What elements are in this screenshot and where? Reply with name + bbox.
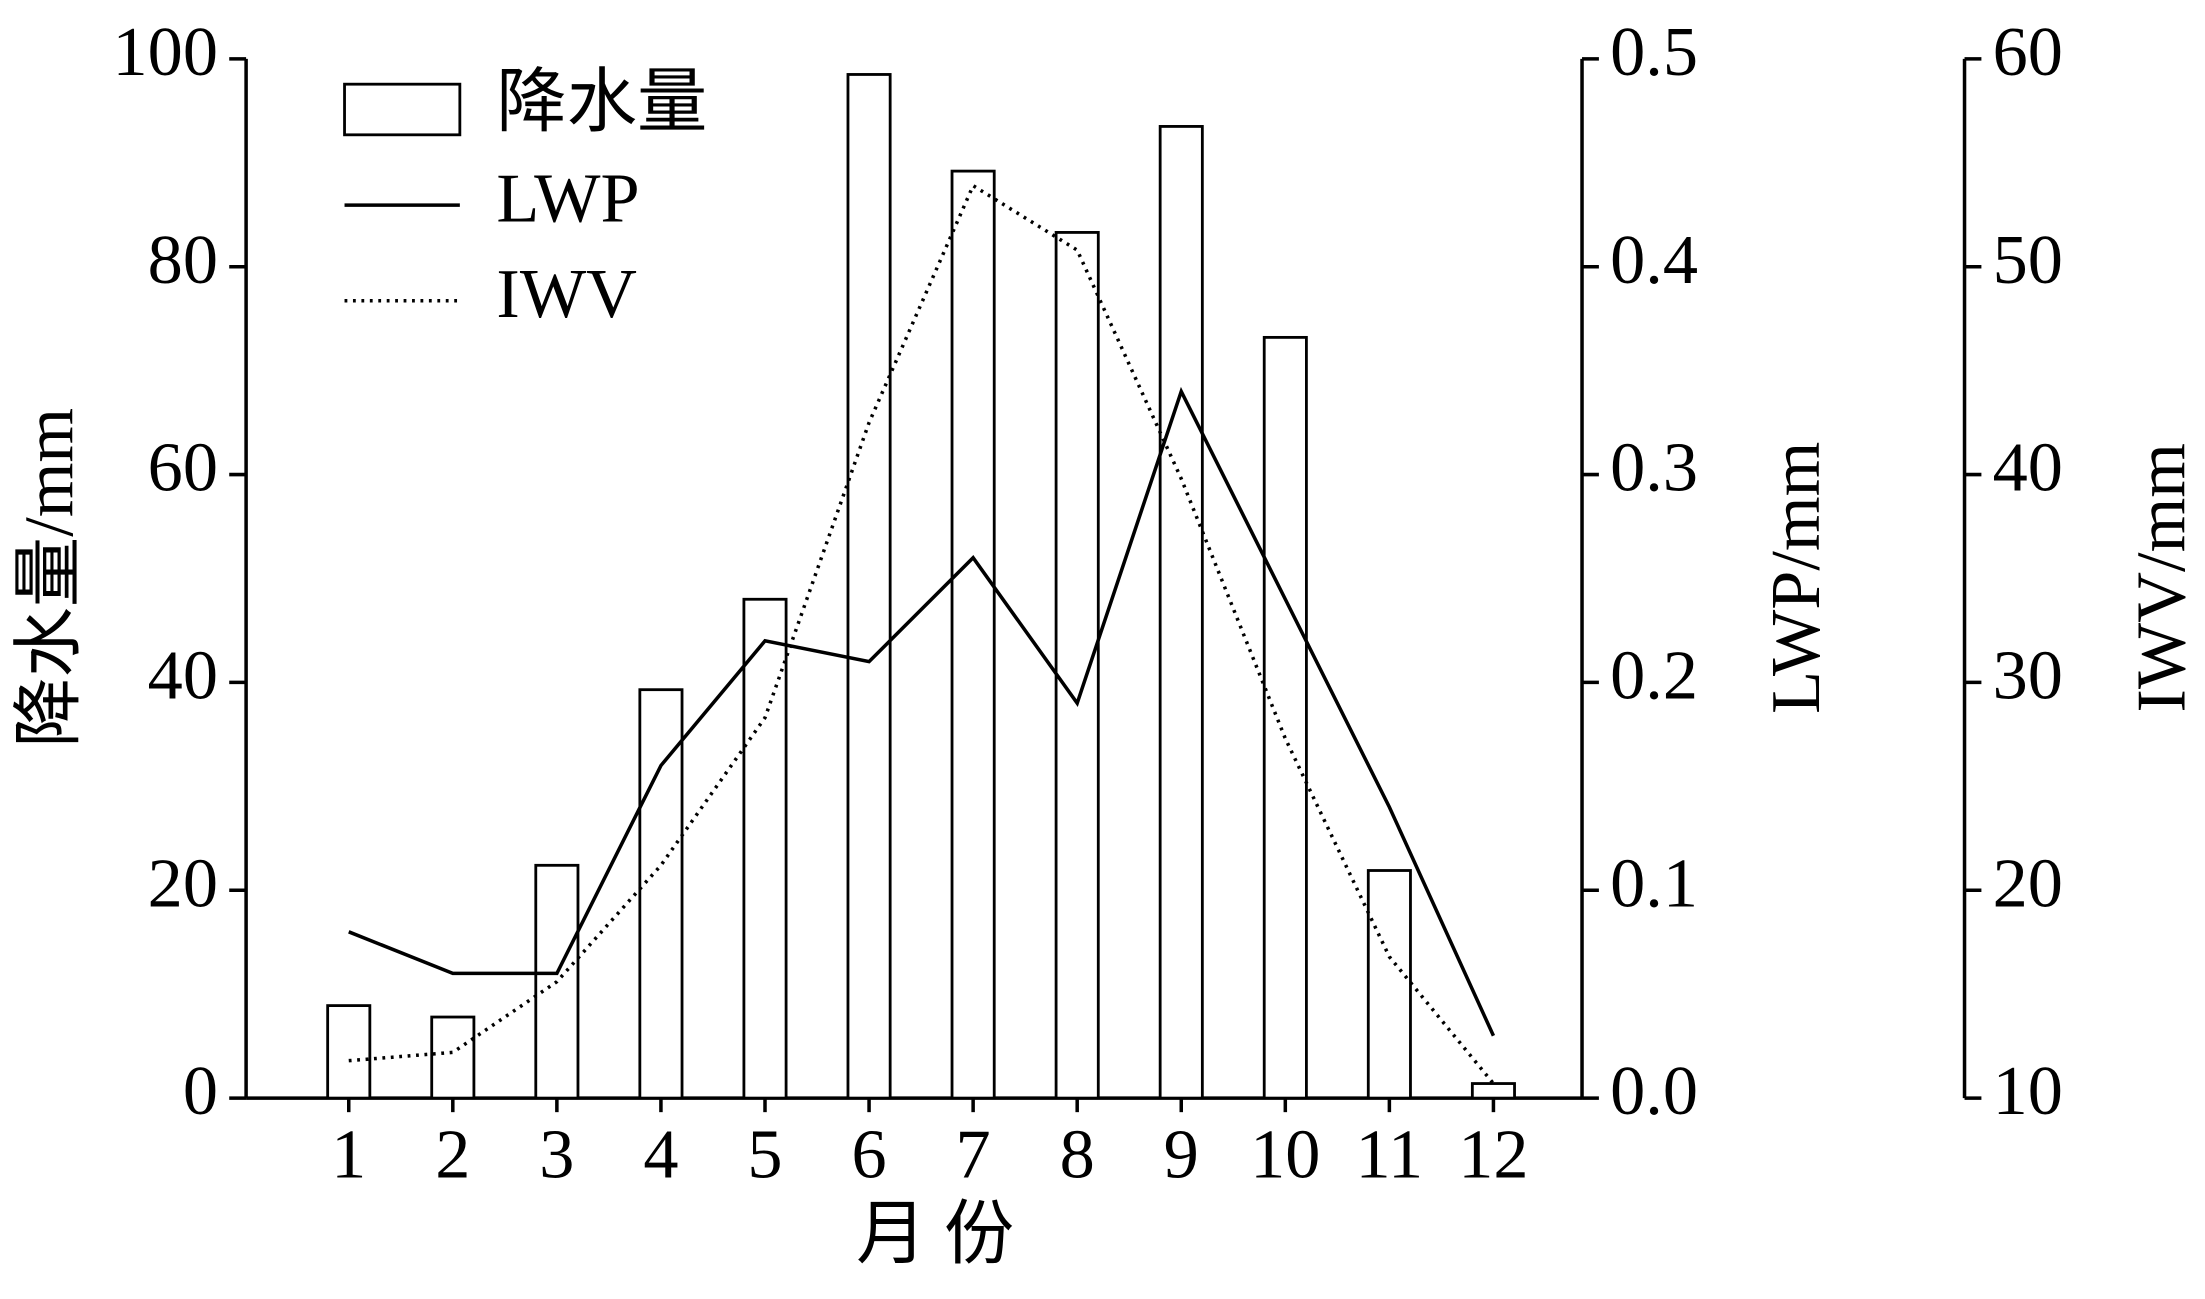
y3-axis-label: IWV/mm	[2123, 443, 2201, 712]
bar	[846, 73, 892, 1100]
legend-label: 降水量	[496, 64, 707, 142]
x-tick-label: 11	[1356, 1116, 1424, 1194]
x-tick-label: 5	[747, 1116, 782, 1194]
y2-tick-label: 0.0	[1610, 1052, 1698, 1130]
x-tick-label: 3	[539, 1116, 574, 1194]
x-tick-label: 8	[1060, 1116, 1095, 1194]
y2-tick-label: 0.5	[1610, 13, 1698, 91]
y2-tick-label: 0.1	[1610, 844, 1698, 922]
y-tick-label: 80	[148, 221, 218, 299]
y3-tick-label: 60	[1993, 13, 2063, 91]
x-tick-label: 7	[956, 1116, 991, 1194]
y-tick-label: 60	[148, 429, 218, 507]
bar	[1470, 1082, 1516, 1100]
x-tick-label: 9	[1164, 1116, 1199, 1194]
bar	[1262, 335, 1308, 1100]
y2-tick-label: 0.4	[1610, 221, 1698, 299]
legend-label: LWP	[496, 159, 639, 237]
y-tick-label: 20	[148, 844, 218, 922]
y-axis-label: 降水量/mm	[10, 408, 88, 748]
legend-swatch	[343, 82, 462, 137]
bar	[1366, 869, 1412, 1100]
y-tick-label: 100	[113, 13, 218, 91]
bar	[950, 169, 996, 1100]
y3-tick-label: 30	[1993, 637, 2063, 715]
y-tick-label: 0	[183, 1052, 218, 1130]
bar	[430, 1015, 476, 1100]
y3-tick-label: 50	[1993, 221, 2063, 299]
x-tick-label: 6	[851, 1116, 886, 1194]
x-tick-label: 2	[435, 1116, 470, 1194]
bar	[638, 688, 684, 1100]
legend-label: IWV	[496, 255, 637, 333]
y2-axis-label: LWP/mm	[1757, 442, 1835, 714]
line	[348, 183, 1495, 1085]
x-axis-label: 月 份	[856, 1196, 1014, 1274]
bar	[1054, 231, 1100, 1100]
y-tick-label: 40	[148, 637, 218, 715]
y3-tick-label: 40	[1993, 429, 2063, 507]
line	[348, 386, 1496, 1037]
y2-tick-label: 0.3	[1610, 429, 1698, 507]
y3-tick-label: 10	[1993, 1052, 2063, 1130]
bar	[1158, 125, 1204, 1100]
x-tick-label: 4	[643, 1116, 678, 1194]
bar	[742, 597, 788, 1100]
x-tick-label: 1	[331, 1116, 366, 1194]
bar	[326, 1004, 372, 1100]
x-tick-label: 12	[1458, 1116, 1528, 1194]
y2-tick-label: 0.2	[1610, 637, 1698, 715]
y3-tick-label: 20	[1993, 844, 2063, 922]
x-tick-label: 10	[1250, 1116, 1320, 1194]
